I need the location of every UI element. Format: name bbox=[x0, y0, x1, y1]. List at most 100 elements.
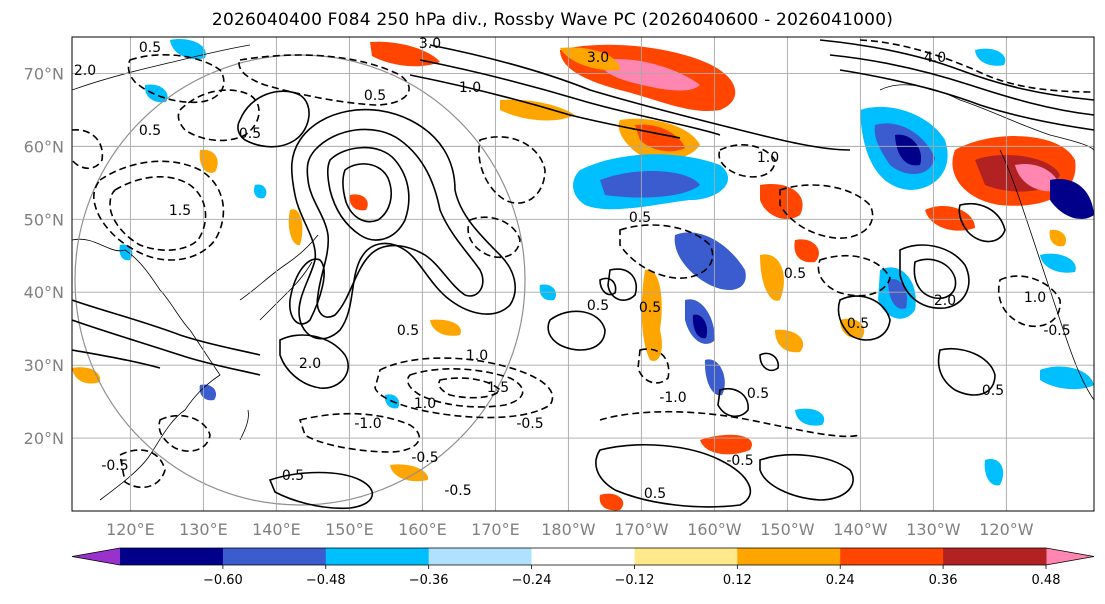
contour-line bbox=[409, 74, 681, 139]
contour-label: 1.0 bbox=[466, 348, 488, 364]
contour-label: 3.0 bbox=[419, 36, 441, 52]
contour-line bbox=[913, 258, 957, 300]
shade-positive bbox=[430, 319, 461, 336]
contour-line bbox=[72, 319, 261, 376]
contour-label: 0.5 bbox=[629, 210, 651, 226]
contour-label: 1.0 bbox=[757, 150, 779, 166]
contour-label: -0.5 bbox=[101, 458, 128, 474]
map-plot-area bbox=[72, 37, 1094, 511]
map-frame bbox=[71, 36, 1095, 512]
contour-line bbox=[237, 90, 310, 148]
shade-positive bbox=[700, 434, 752, 455]
contour-label: 0.5 bbox=[587, 298, 609, 314]
shade-positive bbox=[1015, 164, 1060, 192]
shade-negative bbox=[984, 459, 1004, 486]
contour-line bbox=[547, 310, 606, 351]
contour-line bbox=[998, 275, 1061, 327]
contour-line bbox=[599, 277, 617, 296]
coastline-korea-japan bbox=[239, 234, 319, 301]
colorbar-swatch bbox=[943, 548, 1047, 565]
contour-line bbox=[127, 54, 225, 104]
contour-line bbox=[406, 368, 524, 408]
negative-shading bbox=[119, 39, 1094, 486]
shade-positive bbox=[760, 184, 803, 220]
contour-label: -0.5 bbox=[411, 450, 438, 466]
contour-label: 0.5 bbox=[397, 323, 419, 339]
contour-label: 3.0 bbox=[587, 50, 609, 66]
shade-negative bbox=[795, 408, 825, 426]
contour-label: 0.5 bbox=[139, 123, 161, 139]
shade-positive bbox=[500, 99, 575, 121]
contour-line bbox=[290, 108, 516, 340]
map-layers: 0.5 3.0 2.0 0.5 1.0 0.5 0.5 2.0 1.5 0.5 0.5 0.5 1.0 1… bbox=[72, 36, 1094, 511]
colorbar-extend-high bbox=[1046, 548, 1094, 565]
latitude-labels: 70°N 60°N 50°N 40°N 30°N 20°N bbox=[24, 64, 64, 448]
contour-line bbox=[72, 129, 104, 170]
shade-positive bbox=[72, 367, 101, 384]
colorbar-outline bbox=[71, 547, 1095, 566]
contour-label: 0.5 bbox=[282, 468, 304, 484]
latitude-label: 60°N bbox=[24, 137, 64, 156]
shade-negative bbox=[692, 314, 708, 339]
contour-label: 0.5 bbox=[982, 383, 1004, 399]
longitude-labels: 120°E 130°E 140°E 150°E 160°E 170°E 180°W 170°W… bbox=[106, 520, 1034, 539]
colorbar-swatch bbox=[840, 548, 944, 565]
shade-negative bbox=[1040, 366, 1094, 390]
contour-labels: 0.5 3.0 2.0 0.5 1.0 0.5 0.5 2.0 1.5 0.5 0.5 0.5 1.0 1… bbox=[74, 36, 1071, 502]
contour-line bbox=[289, 258, 325, 325]
contour-line bbox=[595, 444, 752, 508]
shade-positive bbox=[840, 318, 865, 339]
contour-label: 0.5 bbox=[747, 386, 769, 402]
contour-label: -0.5 bbox=[726, 453, 753, 469]
longitude-label: 180°W bbox=[541, 520, 596, 539]
shade-negative bbox=[895, 134, 922, 166]
contour-line bbox=[718, 144, 776, 178]
colorbar-swatch bbox=[428, 548, 533, 565]
longitude-label: 160°W bbox=[687, 520, 742, 539]
shade-negative bbox=[704, 359, 725, 396]
colorbar-swatch bbox=[222, 548, 327, 565]
colorbar-tick-label: −0.12 bbox=[615, 573, 655, 588]
contour-label: 2.0 bbox=[299, 356, 321, 372]
contour-label: -1.0 bbox=[354, 416, 381, 432]
contour-line bbox=[607, 268, 637, 301]
contour-line bbox=[958, 203, 1006, 243]
shade-negative bbox=[119, 244, 133, 261]
contour-label: 1.5 bbox=[487, 380, 509, 396]
contour-line bbox=[306, 128, 484, 318]
contour-label: 0.5 bbox=[784, 266, 806, 282]
contour-label: 1.0 bbox=[414, 396, 436, 412]
contour-line bbox=[467, 216, 521, 259]
contour-line bbox=[93, 160, 225, 261]
contour-label: 1.0 bbox=[459, 80, 481, 96]
contour-line bbox=[899, 244, 970, 309]
colorbar-swatch bbox=[634, 548, 738, 565]
colorbar-tick-label: −0.48 bbox=[306, 573, 346, 588]
shade-positive bbox=[599, 493, 624, 511]
colorbar-extend-low bbox=[72, 548, 120, 565]
longitude-label: 170°W bbox=[614, 520, 669, 539]
longitude-label: 130°W bbox=[906, 520, 961, 539]
contour-label: 4.0 bbox=[924, 50, 946, 66]
contour-label: 1.0 bbox=[1024, 290, 1046, 306]
contour-line bbox=[374, 357, 554, 419]
contour-line bbox=[819, 39, 1094, 101]
contour-line bbox=[829, 54, 1094, 116]
shade-negative bbox=[1050, 179, 1094, 220]
graticule bbox=[72, 37, 1094, 511]
shade-negative bbox=[254, 184, 267, 199]
colorbar-swatch bbox=[325, 548, 430, 565]
contour-line bbox=[109, 176, 207, 251]
contour-label: -0.5 bbox=[1043, 323, 1070, 339]
longitude-label: 130°E bbox=[179, 520, 228, 539]
contour-line bbox=[637, 348, 670, 384]
contour-line bbox=[759, 352, 780, 372]
contour-line bbox=[268, 471, 374, 510]
colorbar-tick-label: −0.36 bbox=[409, 573, 449, 588]
contour-line bbox=[859, 39, 1094, 93]
latitude-label: 50°N bbox=[24, 210, 64, 229]
contour-label: 0.5 bbox=[239, 126, 261, 142]
shade-negative bbox=[600, 170, 700, 198]
shade-positive bbox=[775, 329, 804, 353]
